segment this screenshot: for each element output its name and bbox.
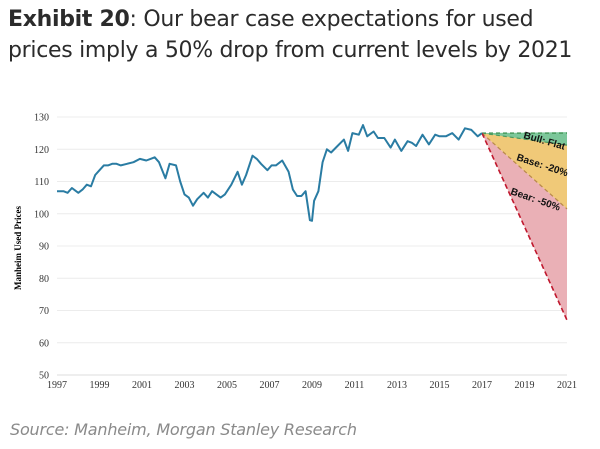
x-tick-label: 2017	[472, 380, 492, 391]
y-axis-label: Manheim Used Prices	[13, 206, 23, 290]
title-text: : Our bear case expectations for used pr…	[8, 7, 573, 63]
y-tick-label: 70	[39, 306, 49, 317]
x-axis-ticks: 1997 1999 2001 2003 2005 2007 2009 2011 2013 2015…	[47, 380, 577, 391]
x-tick-label: 2007	[260, 380, 280, 391]
scenario-fills	[481, 132, 568, 321]
x-tick-label: 1997	[47, 380, 67, 391]
x-tick-label: 2003	[175, 380, 195, 391]
y-tick-label: 60	[39, 338, 49, 349]
y-tick-label: 110	[34, 177, 49, 188]
x-tick-label: 1999	[90, 380, 110, 391]
bear-line	[481, 132, 568, 321]
y-axis-ticks: 50 60 70 80 90 100 110 120 130	[34, 113, 49, 382]
x-tick-label: 2005	[217, 380, 237, 391]
y-tick-label: 130	[34, 113, 49, 124]
bull-lower-line	[481, 132, 568, 146]
base-line	[481, 132, 568, 210]
chart-title: Exhibit 20: Our bear case expectations f…	[8, 4, 598, 66]
y-tick-label: 80	[39, 274, 49, 285]
y-tick-label: 120	[34, 145, 49, 156]
x-tick-label: 2021	[557, 380, 577, 391]
y-tick-label: 50	[39, 371, 49, 382]
x-tick-label: 2013	[387, 380, 407, 391]
gridlines	[57, 116, 567, 376]
exhibit-label: Exhibit 20	[8, 7, 130, 32]
x-tick-label: 2009	[302, 380, 322, 391]
source-note: Source: Manheim, Morgan Stanley Research	[10, 420, 357, 439]
x-tick-label: 2019	[515, 380, 535, 391]
x-tick-label: 2015	[430, 380, 450, 391]
x-tick-label: 2011	[345, 380, 365, 391]
series-line-manheim	[57, 124, 483, 222]
x-tick-label: 2001	[132, 380, 152, 391]
y-tick-label: 100	[34, 209, 49, 220]
y-tick-label: 90	[39, 242, 49, 253]
